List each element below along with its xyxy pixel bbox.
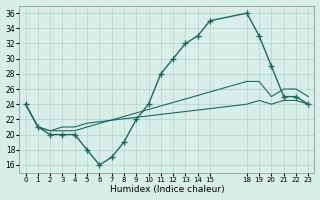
X-axis label: Humidex (Indice chaleur): Humidex (Indice chaleur) — [110, 185, 224, 194]
